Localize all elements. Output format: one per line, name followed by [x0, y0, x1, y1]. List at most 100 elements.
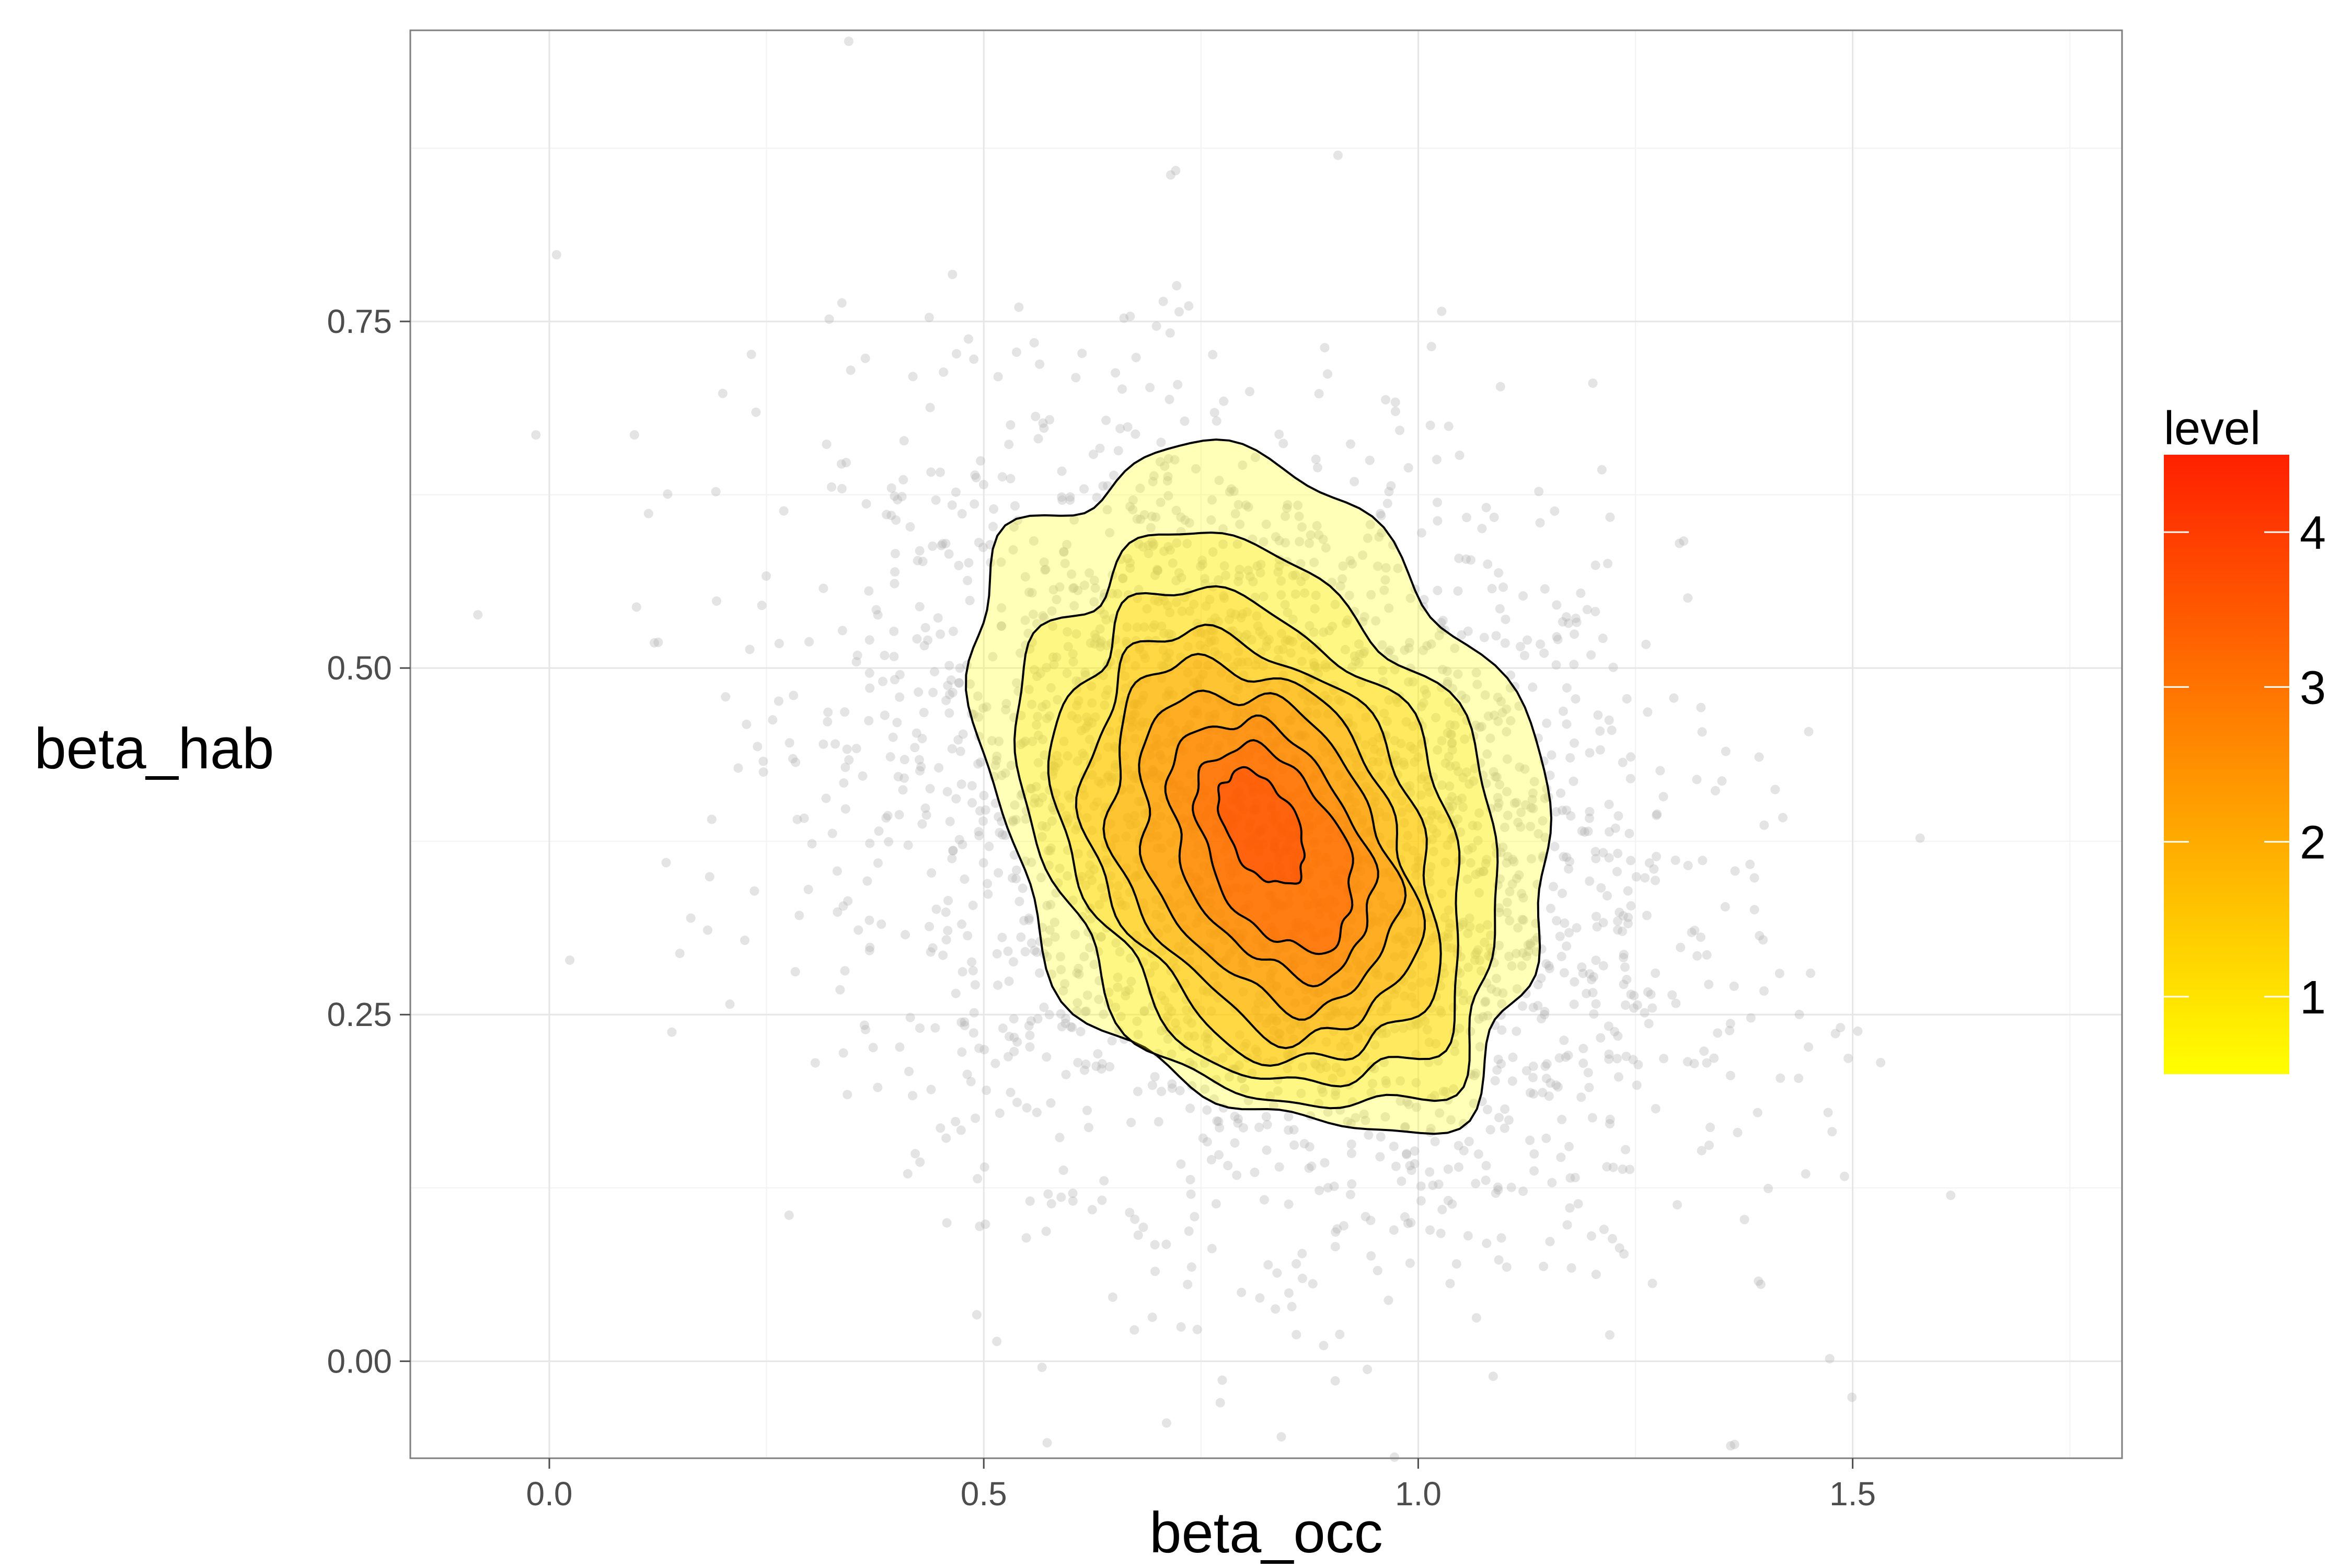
scatter-point: [1471, 1179, 1481, 1189]
scatter-point: [1006, 474, 1016, 483]
scatter-point: [1248, 805, 1258, 815]
scatter-point: [1485, 1125, 1495, 1135]
scatter-point: [1052, 595, 1062, 605]
scatter-point: [1563, 1051, 1573, 1060]
scatter-point: [1489, 512, 1499, 522]
scatter-point: [1502, 754, 1512, 764]
scatter-point: [1163, 1011, 1172, 1021]
scatter-point: [1260, 1195, 1269, 1205]
scatter-point: [1644, 1019, 1654, 1029]
scatter-point: [1511, 949, 1521, 959]
scatter-point: [1069, 515, 1079, 525]
scatter-point: [1564, 864, 1574, 874]
scatter-point: [1488, 1371, 1498, 1381]
scatter-point: [1500, 1123, 1509, 1133]
scatter-point: [910, 743, 920, 753]
scatter-point: [1683, 861, 1693, 870]
scatter-point: [1361, 1212, 1370, 1221]
scatter-point: [954, 678, 964, 688]
scatter-point: [1493, 693, 1503, 702]
scatter-point: [822, 440, 832, 449]
scatter-point: [1404, 1100, 1414, 1110]
scatter-point: [1341, 979, 1351, 989]
scatter-point: [1144, 806, 1154, 816]
scatter-point: [1416, 774, 1426, 784]
scatter-point: [1804, 727, 1814, 736]
scatter-point: [1529, 1149, 1539, 1159]
scatter-point: [1224, 1072, 1234, 1082]
scatter-point: [1165, 395, 1174, 405]
scatter-point: [1518, 893, 1528, 903]
scatter-point: [994, 868, 1004, 878]
scatter-point: [1590, 847, 1600, 857]
scatter-point: [912, 634, 922, 644]
scatter-point: [1298, 886, 1308, 896]
scatter-point: [1198, 887, 1208, 897]
scatter-point: [1106, 777, 1116, 786]
scatter-point: [1692, 951, 1702, 961]
scatter-point: [1545, 1237, 1555, 1247]
scatter-point: [1305, 1142, 1315, 1152]
scatter-point: [1437, 814, 1447, 824]
scatter-point: [1651, 875, 1660, 885]
scatter-point: [1351, 656, 1361, 666]
scatter-point: [1165, 328, 1175, 338]
scatter-point: [884, 837, 894, 847]
scatter-point: [1565, 753, 1575, 763]
scatter-point: [1206, 906, 1216, 916]
scatter-point: [1469, 776, 1479, 786]
scatter-point: [861, 1024, 870, 1034]
scatter-point: [1061, 1069, 1071, 1079]
scatter-point: [1221, 884, 1231, 894]
scatter-point: [1534, 487, 1544, 497]
scatter-point: [1183, 896, 1193, 906]
scatter-point: [1347, 804, 1357, 814]
scatter-point: [898, 475, 908, 485]
scatter-point: [1236, 613, 1246, 622]
scatter-point: [1261, 1112, 1271, 1122]
scatter-point: [1562, 719, 1572, 729]
scatter-point: [804, 637, 814, 647]
scatter-point: [712, 596, 721, 606]
scatter-point: [1286, 716, 1296, 725]
scatter-point: [926, 947, 936, 957]
scatter-point: [1063, 627, 1073, 637]
scatter-point: [1251, 935, 1261, 944]
scatter-point: [1353, 904, 1363, 914]
scatter-point: [1413, 1019, 1423, 1029]
scatter-point: [1399, 950, 1409, 960]
scatter-point: [933, 613, 943, 623]
scatter-point: [1206, 887, 1216, 897]
scatter-point: [910, 1149, 920, 1159]
scatter-point: [1165, 608, 1175, 617]
scatter-point: [1559, 968, 1569, 978]
scatter-point: [1298, 955, 1308, 965]
scatter-point: [1130, 1214, 1140, 1224]
scatter-point: [1408, 677, 1418, 687]
scatter-point: [928, 687, 938, 697]
scatter-point: [1458, 1119, 1468, 1128]
scatter-point: [1088, 449, 1098, 459]
scatter-point: [1060, 1018, 1070, 1028]
scatter-point: [1608, 662, 1618, 672]
scatter-point: [827, 828, 837, 838]
scatter-point: [1111, 744, 1121, 753]
scatter-point: [1450, 703, 1460, 713]
scatter-point: [1204, 804, 1214, 814]
scatter-point: [1077, 872, 1087, 882]
scatter-point: [1073, 1058, 1083, 1068]
scatter-point: [1746, 1013, 1756, 1023]
scatter-point: [1444, 421, 1454, 431]
scatter-point: [1308, 773, 1318, 782]
scatter-point: [1620, 962, 1630, 972]
scatter-point: [943, 926, 953, 936]
scatter-point: [1527, 854, 1536, 864]
scatter-point: [973, 1174, 983, 1184]
scatter-point: [1032, 947, 1042, 957]
scatter-point: [954, 561, 964, 570]
scatter-point: [1354, 658, 1364, 668]
scatter-point: [1099, 1009, 1109, 1019]
scatter-point: [1203, 915, 1213, 925]
scatter-point: [1876, 1058, 1886, 1068]
scatter-point: [1502, 858, 1512, 868]
